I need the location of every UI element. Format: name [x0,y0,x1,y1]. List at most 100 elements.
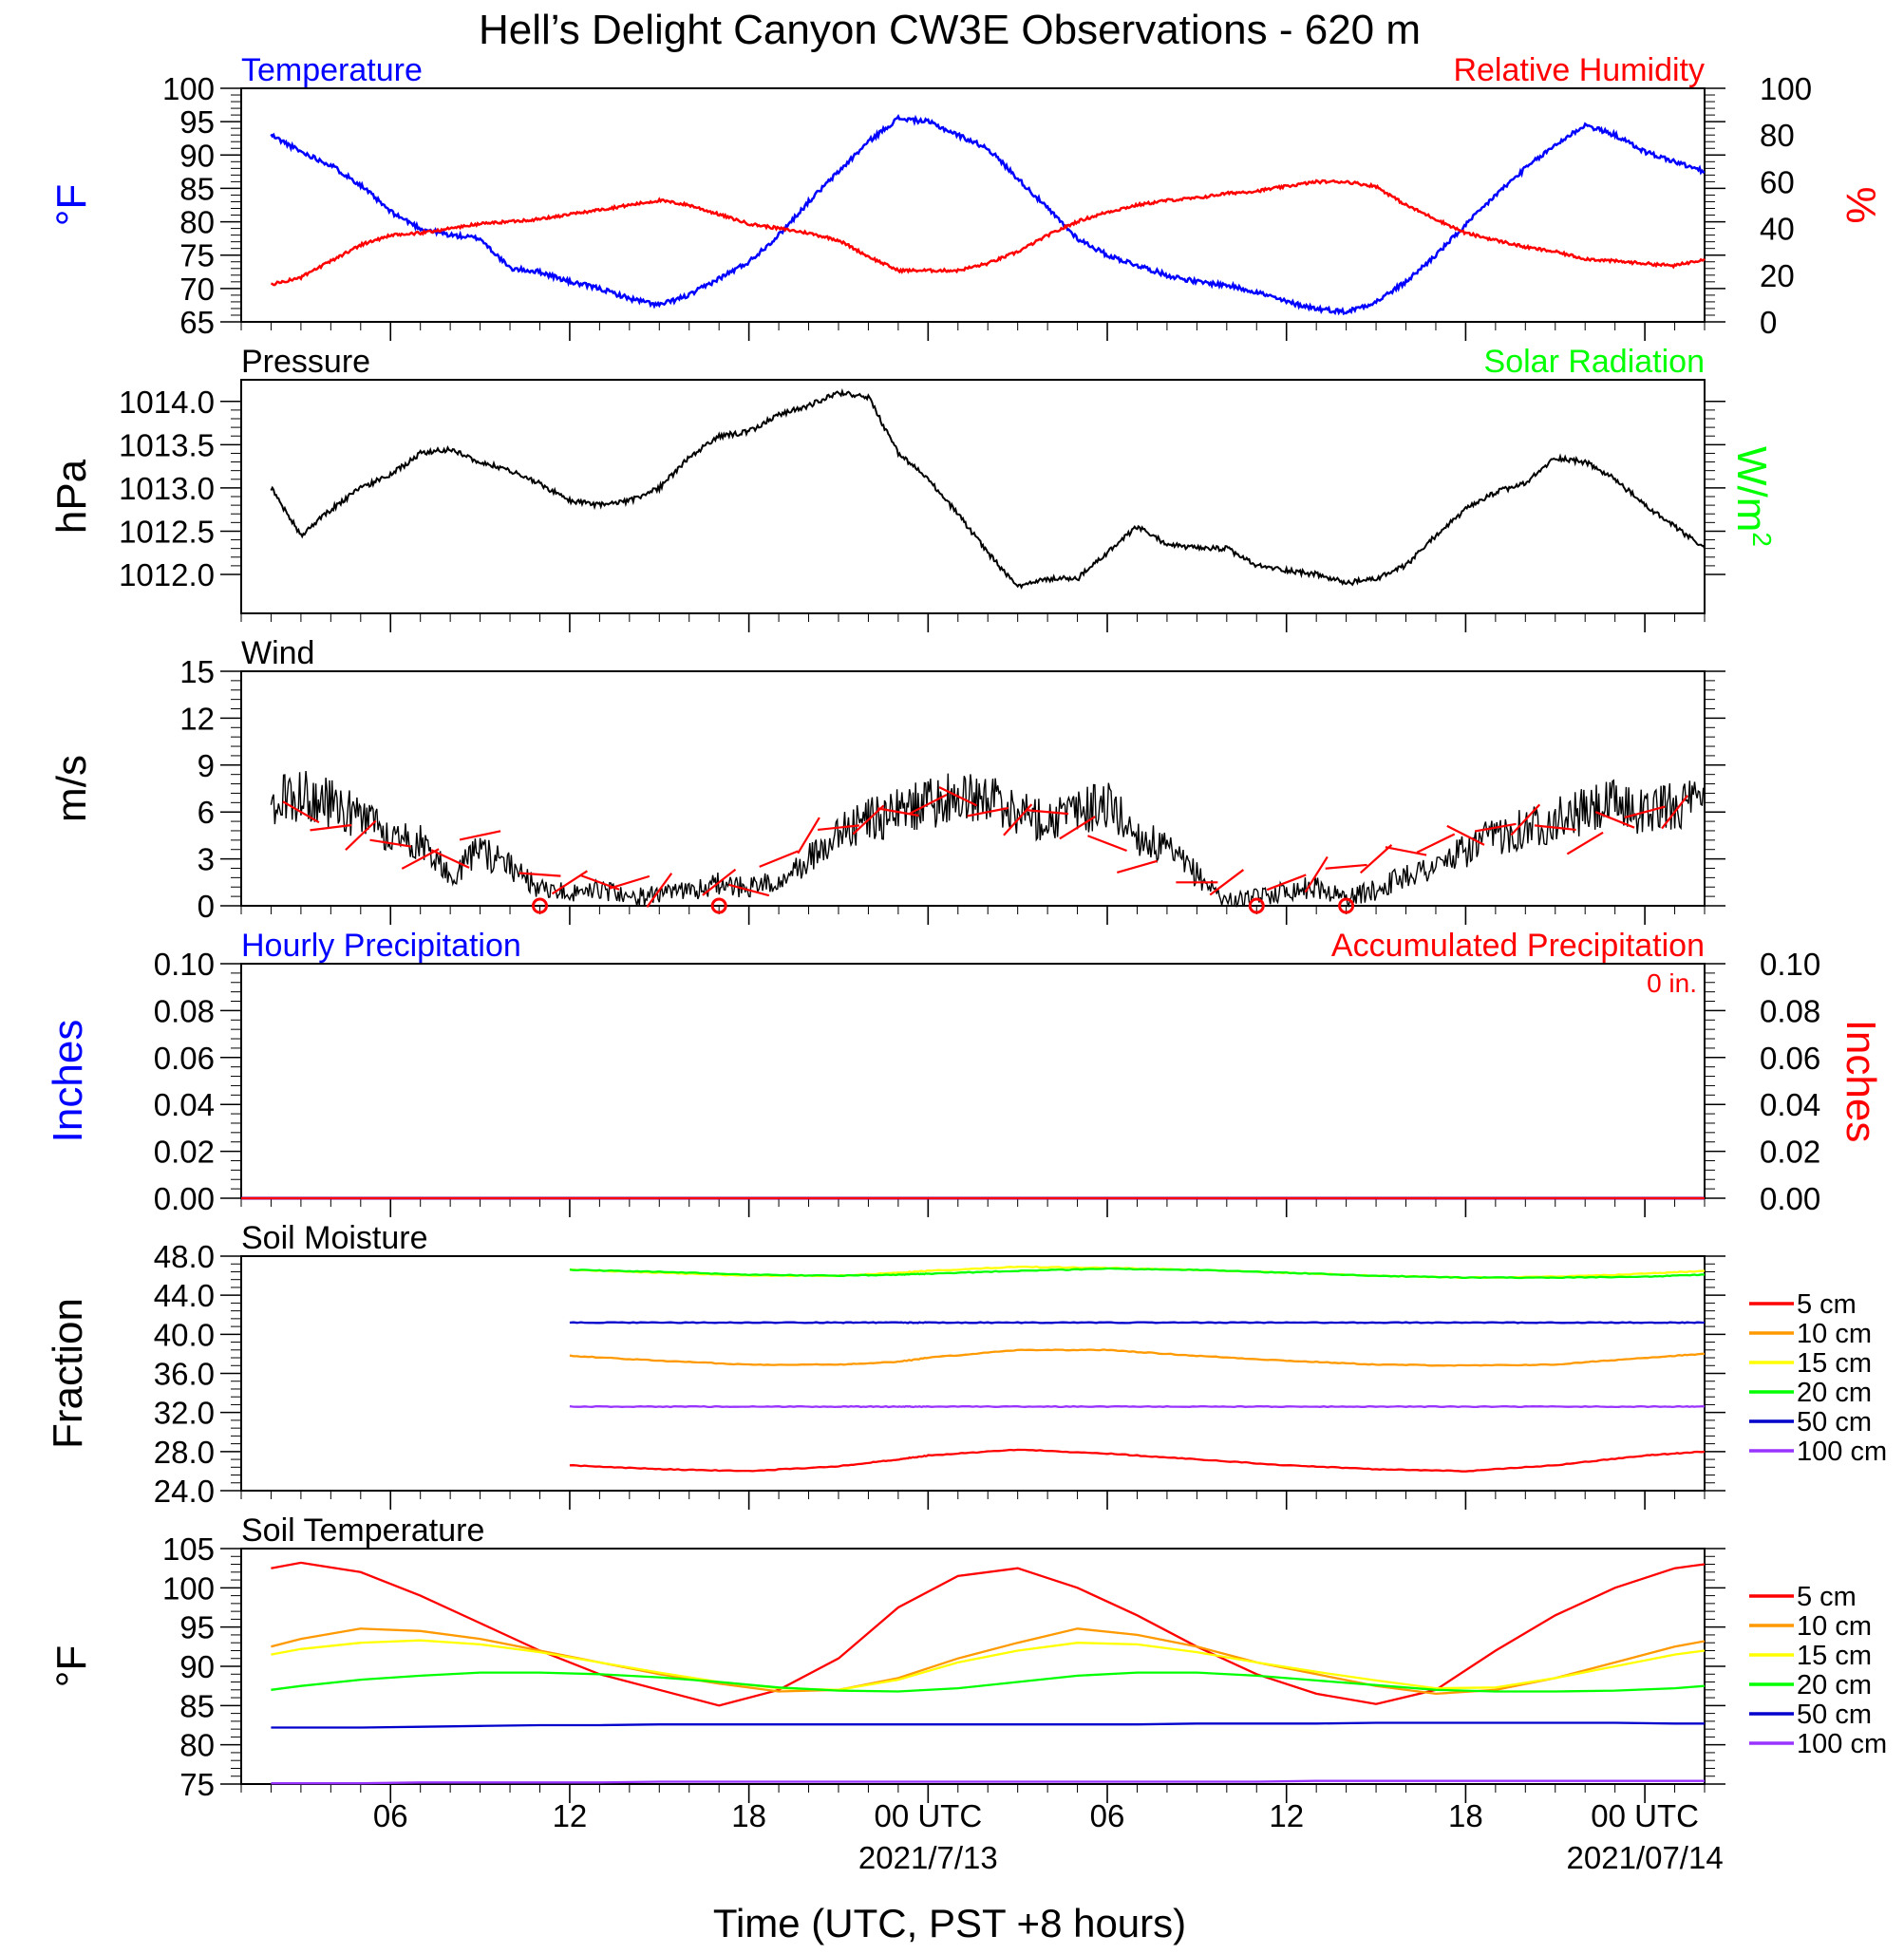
wind-barb [702,868,737,896]
wind-barb [967,806,1009,817]
y-tick-label: 95 [179,104,215,140]
plot-frame [240,87,1706,323]
y-tick-label: 32.0 [154,1396,215,1431]
y-axis-label-right: % [1838,186,1884,223]
wind-barb [1325,863,1367,870]
y-tick-label-right: 0.04 [1760,1087,1820,1122]
series-humidity-line [271,178,1706,287]
y-tick-label: 24.0 [154,1474,215,1509]
y-tick-label: 1012.5 [119,514,215,549]
y-tick-label: 0.08 [154,993,215,1028]
legend-label: 5 cm [1797,1582,1857,1612]
y-tick-label: 48.0 [154,1239,215,1274]
panel-title-left: Soil Moisture [241,1220,428,1256]
accumulated-total-label: 0 in. [1647,968,1697,998]
panel-title-right: Solar Radiation [1484,344,1705,380]
calm-wind-marker [710,897,727,914]
wind-barb [609,874,650,890]
legend-label: 20 cm [1797,1670,1872,1700]
wind-barb [1475,822,1517,833]
plot-frame [240,670,1706,907]
y-tick-label: 0.04 [154,1087,215,1122]
y-axis-label: Fraction [45,1298,91,1449]
legend-label: 20 cm [1797,1378,1872,1408]
y-tick-label: 75 [179,238,215,273]
panel-3: 0 3 6 9 12 15 Wind m/s [48,635,1725,925]
y-axis-label-right: Inches [1838,1020,1884,1143]
y-tick-label: 0.06 [154,1041,215,1076]
plot-frame [240,1255,1706,1492]
wind-barb [459,830,501,841]
time-axis-label: Time (UTC, PST +8 hours) [713,1901,1186,1945]
wind-barb [1416,833,1456,854]
y-tick-label: 1012.0 [119,557,215,592]
date-label: 2021/7/13 [858,1840,998,1875]
x-tick-label: 06 [373,1798,408,1833]
y-tick-label-right: 60 [1760,164,1795,199]
y-axis-label: °F [48,1645,95,1687]
panel-2: 1012.0 1012.5 1013.0 1013.5 1014.0 Pressure So… [48,344,1777,632]
panel-title-left: Hourly Precipitation [241,928,521,964]
y-tick-label-right: 0.06 [1760,1041,1820,1076]
y-axis-label: Inches [45,1020,91,1143]
legend-label: 15 cm [1797,1348,1872,1379]
y-tick-label: 0.10 [154,947,215,982]
y-tick-label: 44.0 [154,1278,215,1313]
y-tick-label: 65 [179,305,215,340]
y-tick-label-right: 0.00 [1760,1181,1820,1216]
wind-barb [759,850,799,868]
y-tick-label: 85 [179,1688,215,1723]
series-line-10cm [569,1348,1706,1367]
y-tick-label: 90 [179,1649,215,1684]
x-tick-label: 18 [1448,1798,1483,1833]
wind-barb [1087,835,1127,853]
figure-title: Hell’s Delight Canyon CW3E Observations … [479,7,1421,53]
panel-title-left: Pressure [241,344,370,380]
wind-barbs [282,786,1688,914]
wind-barb [877,807,919,817]
plot-frame [240,963,1706,1199]
x-tick-label: 00 UTC [874,1798,982,1833]
date-label: 2021/07/14 [1567,1840,1724,1875]
y-tick-label-right: 20 [1760,258,1795,293]
legend-label: 50 cm [1797,1407,1872,1437]
plot-frame [240,1548,1706,1785]
wind-barb [797,817,820,855]
y-tick-label: 3 [198,842,215,877]
y-tick-label: 6 [198,795,215,830]
y-tick-label: 40.0 [154,1317,215,1352]
series-line-5cm [271,1561,1706,1707]
calm-wind-marker [1248,897,1265,914]
y-tick-label: 9 [198,748,215,783]
series-line-20cm [569,1267,1706,1280]
series-line-10cm [271,1627,1706,1696]
wind-barb [1534,824,1576,832]
wind-barb [401,848,440,870]
wind-barb [1117,859,1158,874]
panel-title-right: Relative Humidity [1453,52,1705,88]
wind-barb [369,838,412,848]
y-tick-label: 80 [179,1728,215,1763]
y-tick-label-right: 0 [1760,305,1777,340]
series-pressure-line [270,387,1706,590]
series-line-50cm [569,1321,1705,1325]
y-axis-label-superscript: 2 [1747,532,1777,547]
calm-wind-marker [1338,897,1355,914]
wind-barb [646,873,673,908]
wind-barb [938,786,978,807]
y-tick-label: 105 [162,1531,215,1567]
series-line-100cm [569,1404,1706,1409]
wind-barb [1304,855,1329,893]
y-tick-label-right: 100 [1760,71,1812,106]
y-tick-label: 100 [162,1570,215,1606]
wind-barb [1385,846,1427,856]
legend-label: 15 cm [1797,1641,1872,1671]
y-tick-label: 85 [179,171,215,206]
wind-barb [1059,816,1096,840]
x-tick-label: 18 [731,1798,766,1833]
y-tick-label: 12 [179,701,215,736]
y-tick-label: 0.00 [154,1181,215,1216]
wind-barb [1624,805,1666,818]
